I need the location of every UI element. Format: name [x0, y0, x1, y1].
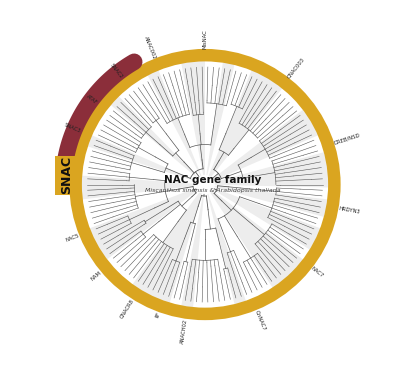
- Wedge shape: [206, 65, 286, 182]
- Text: NAC gene family: NAC gene family: [164, 175, 261, 185]
- Wedge shape: [145, 65, 204, 181]
- Text: NAC7: NAC7: [310, 266, 325, 279]
- Text: SNAC3: SNAC3: [63, 122, 81, 134]
- Wedge shape: [82, 133, 202, 184]
- Wedge shape: [180, 188, 205, 313]
- Text: NAM: NAM: [90, 270, 103, 281]
- Wedge shape: [206, 57, 236, 181]
- Text: SNAC: SNAC: [60, 156, 73, 194]
- Text: HRDYN3: HRDYN3: [338, 206, 360, 214]
- Wedge shape: [76, 175, 201, 200]
- Text: ONACR8: ONACR8: [120, 298, 135, 319]
- Text: Miscanthus sinensis & Arabidopsis thaliana: Miscanthus sinensis & Arabidopsis thalia…: [145, 188, 280, 193]
- Wedge shape: [206, 188, 248, 310]
- FancyBboxPatch shape: [55, 156, 78, 195]
- Wedge shape: [180, 56, 205, 181]
- Wedge shape: [208, 107, 323, 183]
- Text: 4PS: 4PS: [60, 174, 70, 180]
- Text: MisNAC: MisNAC: [202, 29, 208, 49]
- Text: ONAC003: ONAC003: [286, 57, 306, 79]
- Text: DREB/NSD: DREB/NSD: [333, 132, 361, 145]
- Text: ATAF: ATAF: [85, 93, 98, 105]
- Text: IIF: IIF: [154, 311, 161, 318]
- Wedge shape: [85, 186, 202, 263]
- Text: ANAC002: ANAC002: [143, 35, 156, 60]
- Wedge shape: [209, 185, 333, 218]
- Wedge shape: [209, 151, 334, 188]
- Wedge shape: [107, 92, 202, 182]
- Text: NAC5: NAC5: [65, 233, 80, 243]
- Wedge shape: [129, 188, 204, 308]
- Text: SNAC2: SNAC2: [109, 62, 124, 79]
- Wedge shape: [207, 187, 307, 292]
- Circle shape: [196, 175, 214, 194]
- Text: ANACH02: ANACH02: [180, 319, 189, 344]
- Text: OnNAC7: OnNAC7: [254, 309, 266, 331]
- Wedge shape: [208, 186, 325, 252]
